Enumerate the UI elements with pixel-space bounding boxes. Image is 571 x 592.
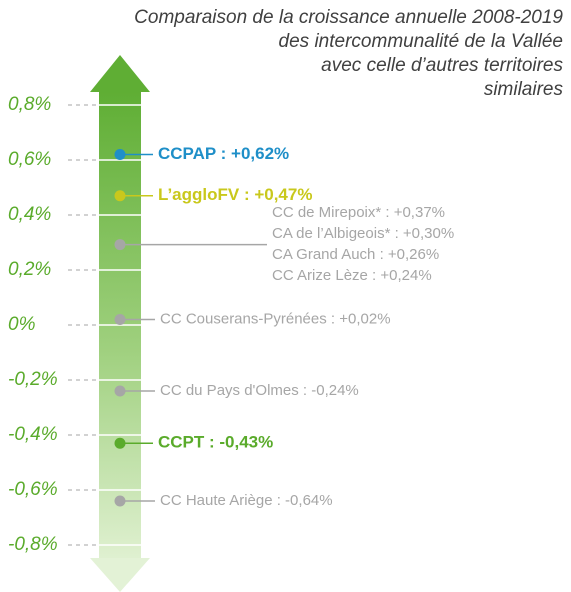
y-tick-label: 0,8%	[8, 94, 51, 115]
value-label: CA de l’Albigeois* : +0,30%	[272, 225, 454, 242]
title-line: Comparaison de la croissance annuelle 20…	[134, 7, 563, 28]
dot	[114, 495, 126, 507]
y-tick-label: 0,6%	[8, 149, 51, 170]
value-label: CA Grand Auch : +0,26%	[272, 246, 439, 263]
dot	[114, 385, 126, 397]
value-label: CC Arize Lèze : +0,24%	[272, 267, 432, 284]
dot	[114, 149, 126, 160]
value-label: CC de Mirepoix* : +0,37%	[272, 204, 445, 221]
y-tick-label: -0,8%	[8, 534, 58, 555]
y-tick-label: -0,2%	[8, 369, 58, 390]
title-line: similaires	[484, 79, 564, 100]
y-tick-label: -0,6%	[8, 479, 58, 500]
title-line: avec celle d’autres territoires	[321, 55, 563, 76]
dot	[114, 190, 126, 202]
dot	[114, 314, 126, 325]
value-label: CCPAP : +0,62%	[158, 144, 289, 163]
value-label: CCPT : -0,43%	[158, 433, 273, 452]
dot	[114, 437, 126, 449]
value-label: CC Haute Ariège : -0,64%	[160, 492, 333, 509]
value-label: CC du Pays d'Olmes : -0,24%	[160, 382, 359, 399]
y-tick-label: 0%	[8, 314, 36, 335]
value-label: CC Couserans-Pyrénées : +0,02%	[160, 310, 391, 327]
value-label: L’aggloFV : +0,47%	[158, 185, 312, 204]
arrow-head-down	[90, 558, 150, 592]
title-line: des intercommunalité de la Vallée	[279, 31, 563, 52]
dot	[114, 239, 126, 251]
arrow-head-up	[90, 55, 150, 92]
y-tick-label: 0,4%	[8, 204, 51, 225]
y-tick-label: 0,2%	[8, 259, 51, 280]
y-tick-label: -0,4%	[8, 424, 58, 445]
